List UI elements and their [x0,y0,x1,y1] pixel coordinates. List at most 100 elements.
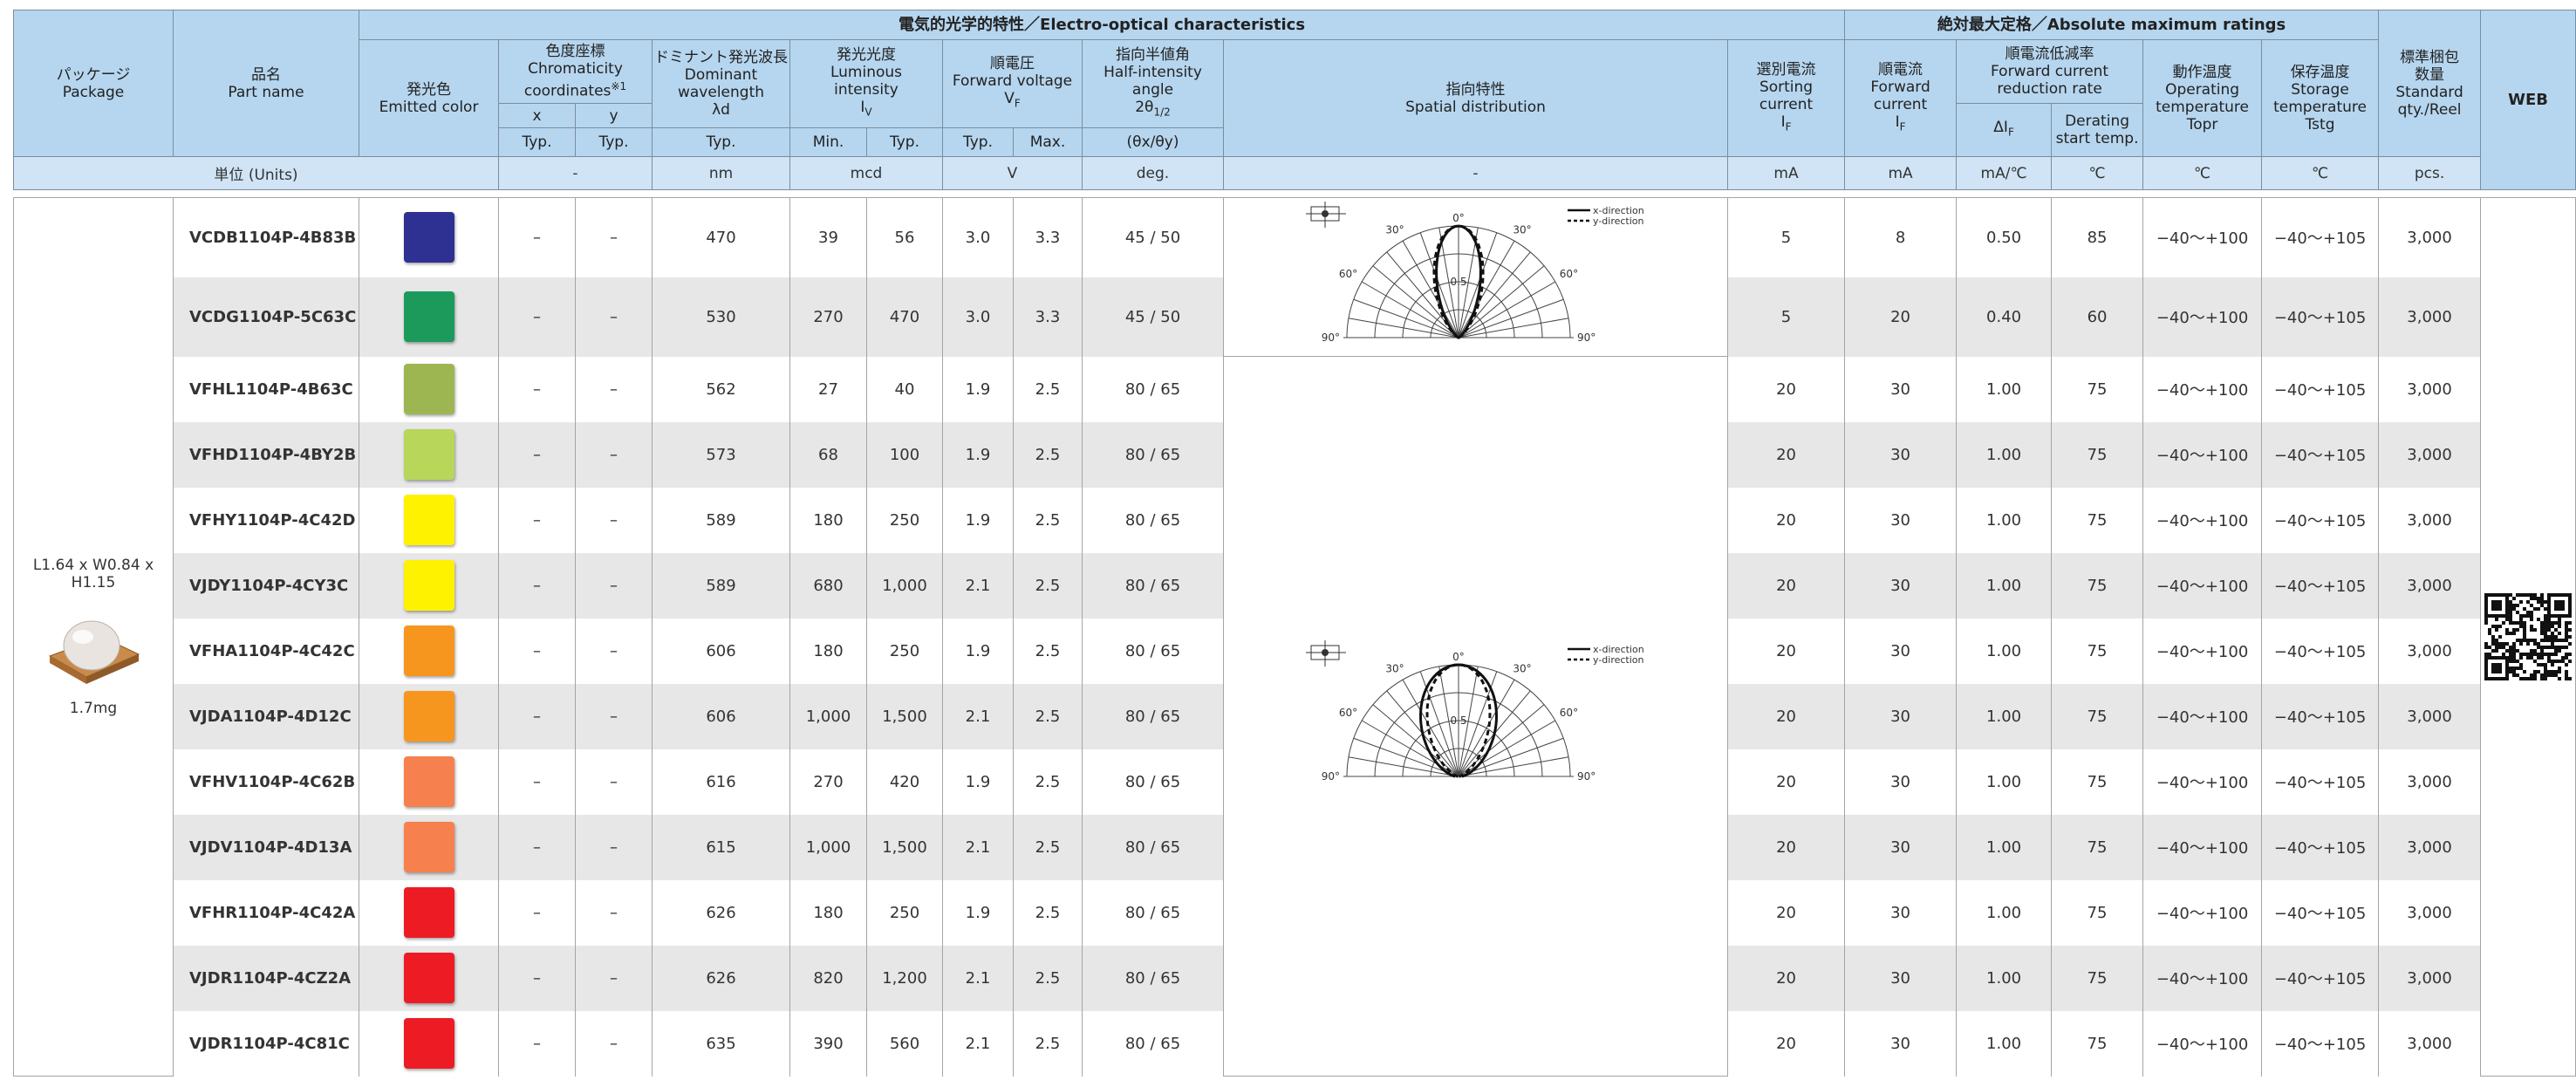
qr-module [2526,653,2531,656]
value-cell: 75 [2051,487,2144,553]
color-cell [359,879,499,946]
qr-module [2540,653,2545,656]
unit-cell: mA/℃ [1956,156,2053,190]
qr-module [2502,642,2506,646]
qr-module [2561,593,2566,597]
qr-module [2484,646,2489,649]
part-name: VFHA1104P-4C42C [173,618,359,684]
value-cell: 1.00 [1956,683,2053,749]
qr-module [2554,604,2559,607]
header-line: 発光色 [407,80,451,99]
header-line: Typ. [522,133,552,151]
part-name: VCDG1104P-5C63C [173,277,359,357]
qr-module [2547,625,2552,628]
part-name: VCDB1104P-4B83B [173,197,359,277]
value-cell: – [575,618,653,684]
qr-module [2526,614,2531,618]
header-cell: 発光光度 Luminous intensity IV [789,39,943,128]
qr-module [2533,597,2538,600]
value-cell: 20 [1726,356,1846,422]
qr-module [2558,614,2562,618]
value-cell: 250 [866,618,943,684]
qr-module [2509,621,2513,625]
qr-module [2565,653,2569,656]
value-cell: 530 [652,277,790,357]
value-cell: 1.9 [942,749,1014,815]
qr-module [2551,614,2555,618]
qr-module [2509,607,2513,611]
qr-module [2505,593,2510,597]
qr-module [2533,593,2538,597]
qr-module [2519,653,2524,656]
value-cell: 180 [789,487,867,553]
qr-module [2498,625,2503,628]
header-line: reduction rate [1997,80,2102,98]
qr-module [2554,593,2559,597]
value-cell: 3,000 [2378,749,2482,815]
polar-label: 0° [1452,212,1465,224]
polar-ray [1438,227,1459,338]
qr-module [2547,621,2552,625]
qr-module [2505,673,2510,677]
data-row: VJDY1104P-4CY3C – –589 680 1,000 2.1 2.5 80 / 6… [14,552,2576,619]
value-cell: 606 [652,683,790,749]
unit-cell: ℃ [2051,156,2144,190]
value-cell: −40〜+100 [2142,683,2263,749]
qr-module [2523,614,2527,618]
color-cell [359,683,499,749]
qr-module [2512,653,2517,656]
value-cell: 30 [1844,487,1958,553]
polar-ray [1361,720,1459,777]
color-cell [359,356,499,422]
value-cell: 2.5 [1013,618,1083,684]
header-cell: 発光色 Emitted color [359,39,499,157]
header-line: 保存温度 [2290,63,2350,81]
qr-module [2484,593,2489,597]
qr-code[interactable] [2484,593,2573,680]
qr-module [2558,600,2562,604]
value-cell: 250 [866,879,943,946]
data-row: VFHR1104P-4C42A – –626 180 250 1.9 2.5 80 / 65 2… [14,879,2576,946]
value-cell: 2.5 [1013,552,1083,619]
qr-module [2512,646,2517,649]
value-cell: – [575,814,653,880]
qr-module [2554,639,2559,642]
spec-table: パッケージ Package 品名 Part name 電気的光学的特性／Electro-… [13,10,2576,1077]
qr-module [2565,656,2569,660]
qr-module [2519,667,2524,670]
value-cell: 3,000 [2378,879,2482,946]
qr-module [2523,677,2527,680]
qr-module [2551,639,2555,642]
value-cell: 3,000 [2378,945,2482,1011]
value-cell: −40〜+105 [2261,618,2380,684]
header-line: Half-intensity [1104,64,1202,82]
value-cell: 1.9 [942,879,1014,946]
header-line: Luminous [830,64,903,82]
value-cell: 45 / 50 [1082,277,1224,357]
header-line: temperature [2156,98,2249,116]
polar-label: 90° [1577,332,1595,344]
value-cell: 1,000 [789,683,867,749]
qr-module [2558,621,2562,625]
value-cell: – [498,618,576,684]
lobe [1431,223,1485,338]
color-swatch [403,887,454,938]
unit-cell: mA [1726,156,1846,190]
value-cell: 20 [1726,879,1846,946]
qr-module [2505,607,2510,611]
value-cell: 20 [1726,421,1846,488]
qr-module [2568,642,2573,646]
qr-module [2498,593,2503,597]
value-cell: 75 [2051,552,2144,619]
value-cell: 80 / 65 [1082,552,1224,619]
data-row: VFHY1104P-4C42D – –589 180 250 1.9 2.5 80 / 65 2… [14,487,2576,553]
header-cell: パッケージ Package [13,10,174,157]
value-cell: 616 [652,749,790,815]
qr-module [2544,621,2548,625]
qr-module [2530,604,2534,607]
qr-module [2495,663,2499,667]
header-cell: (θx/θy) [1082,127,1224,157]
qr-module [2547,673,2552,677]
value-cell: −40〜+100 [2142,749,2263,815]
qr-module [2491,625,2496,628]
